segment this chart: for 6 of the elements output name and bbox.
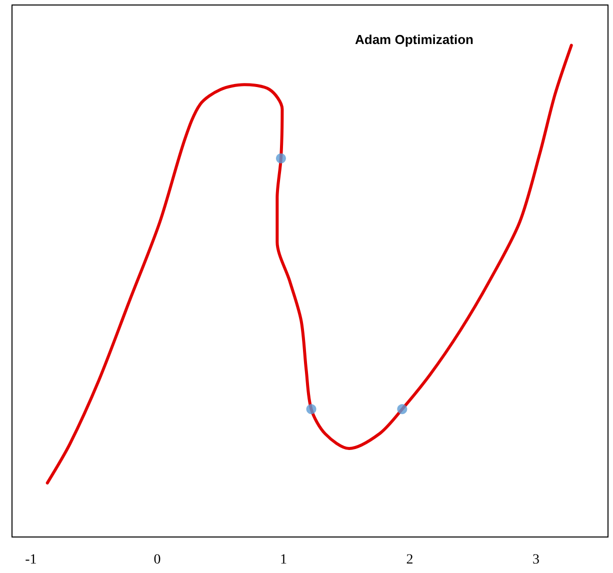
- x-tick-label: -1: [25, 552, 37, 568]
- chart-title: Adam Optimization: [355, 32, 474, 47]
- x-tick-label: 2: [406, 552, 414, 568]
- x-tick-label: 1: [280, 552, 287, 568]
- x-tick-label: 3: [532, 552, 540, 568]
- x-tick-label: 0: [154, 552, 161, 568]
